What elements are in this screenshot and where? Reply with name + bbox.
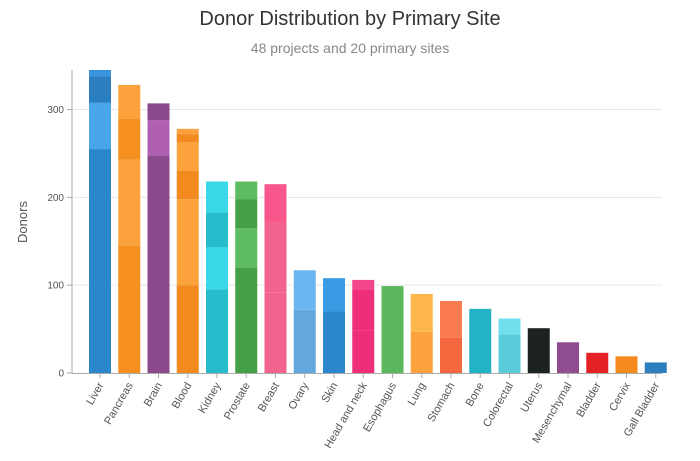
bar-segment bbox=[323, 278, 345, 312]
bar-esophagus bbox=[381, 286, 404, 373]
bar-liver bbox=[89, 70, 111, 373]
bar-segment bbox=[293, 309, 316, 373]
x-tick-label: Bladder bbox=[574, 380, 604, 419]
bar-segment bbox=[644, 362, 667, 373]
bar-segment bbox=[118, 84, 141, 119]
bar-segment bbox=[440, 337, 462, 373]
x-tick-label: Pancreas bbox=[102, 380, 136, 427]
bar-segment bbox=[352, 330, 375, 373]
bar-segment bbox=[440, 300, 462, 338]
bar-segment bbox=[352, 289, 375, 331]
bar-segment bbox=[89, 70, 111, 77]
bar-segment bbox=[352, 279, 375, 290]
bar-segment bbox=[147, 155, 170, 373]
bar-segment bbox=[235, 181, 258, 200]
x-tick-label: Kidney bbox=[196, 380, 223, 416]
bar-stomach bbox=[440, 300, 462, 373]
bar-segment bbox=[293, 270, 316, 310]
x-tick-label: Brain bbox=[142, 381, 165, 409]
bar-brain bbox=[147, 103, 170, 373]
bar-kidney bbox=[206, 181, 228, 373]
bar-mesenchymal bbox=[557, 342, 579, 373]
bar-segment bbox=[118, 159, 141, 246]
x-tick-label: Blood bbox=[170, 381, 194, 411]
bar-bone bbox=[469, 308, 492, 373]
bar-segment bbox=[176, 142, 199, 171]
bar-segment bbox=[586, 352, 609, 373]
bar-segment bbox=[410, 331, 433, 373]
bar-segment bbox=[206, 247, 228, 290]
bar-segment bbox=[469, 308, 492, 373]
bar-segment bbox=[176, 128, 199, 135]
bar-lung bbox=[410, 293, 433, 373]
bar-segment bbox=[118, 118, 141, 160]
x-tick-label: Uterus bbox=[519, 380, 546, 414]
y-tick-label: 300 bbox=[47, 105, 64, 116]
bar-segment bbox=[498, 318, 521, 335]
bars-layer bbox=[89, 70, 667, 373]
bar-segment bbox=[206, 212, 228, 248]
bar-segment bbox=[527, 328, 550, 373]
bar-head-and-neck bbox=[352, 279, 375, 373]
bar-skin bbox=[323, 278, 345, 373]
bar-ovary bbox=[293, 270, 316, 373]
bar-segment bbox=[235, 199, 258, 229]
bar-colorectal bbox=[498, 318, 521, 373]
bar-segment bbox=[147, 103, 170, 121]
x-tick-label: Prostate bbox=[222, 381, 253, 422]
bar-uterus bbox=[527, 328, 550, 373]
bar-segment bbox=[557, 342, 579, 373]
bar-segment bbox=[323, 311, 345, 373]
bar-segment bbox=[206, 289, 228, 373]
x-tick-label: Stomach bbox=[425, 381, 457, 425]
bar-pancreas bbox=[118, 84, 141, 373]
bar-segment bbox=[206, 181, 228, 213]
chart-subtitle: 48 projects and 20 primary sites bbox=[250, 40, 450, 56]
x-tick-label: Lung bbox=[406, 381, 429, 408]
x-tick-label: Colorectal bbox=[481, 381, 516, 430]
bar-segment bbox=[118, 245, 141, 373]
y-tick-label: 0 bbox=[58, 369, 64, 380]
bar-cervix bbox=[615, 356, 638, 373]
x-tick-label: Liver bbox=[84, 380, 106, 407]
x-tick-label: Ovary bbox=[286, 380, 311, 412]
x-tick-label: Bone bbox=[464, 381, 487, 409]
x-tick-label: Skin bbox=[320, 381, 341, 406]
bar-segment bbox=[264, 221, 287, 293]
bar-segment bbox=[89, 76, 111, 103]
bar-segment bbox=[498, 334, 521, 373]
y-tick-label: 200 bbox=[47, 193, 64, 204]
y-axis-label: Donors bbox=[15, 201, 30, 243]
bar-segment bbox=[89, 102, 111, 150]
bar-segment bbox=[615, 356, 638, 373]
bar-prostate bbox=[235, 181, 258, 373]
bar-segment bbox=[176, 171, 199, 200]
bar-blood bbox=[176, 128, 199, 373]
bar-breast bbox=[264, 184, 287, 373]
bar-segment bbox=[264, 292, 287, 373]
bar-segment bbox=[89, 149, 111, 373]
bar-gall-bladder bbox=[644, 362, 667, 373]
bar-segment bbox=[235, 228, 258, 268]
bar-segment bbox=[176, 199, 199, 286]
bar-segment bbox=[235, 267, 258, 373]
bar-segment bbox=[176, 285, 199, 373]
bar-segment bbox=[176, 134, 199, 143]
bar-segment bbox=[264, 184, 287, 222]
y-tick-label: 100 bbox=[47, 281, 64, 292]
bar-segment bbox=[381, 286, 404, 373]
bar-bladder bbox=[586, 352, 609, 373]
x-tick-label: Breast bbox=[256, 381, 282, 415]
bar-segment bbox=[147, 120, 170, 156]
bar-segment bbox=[410, 293, 433, 332]
x-tick-label: Cervix bbox=[607, 380, 633, 413]
chart-title: Donor Distribution by Primary Site bbox=[199, 8, 501, 30]
